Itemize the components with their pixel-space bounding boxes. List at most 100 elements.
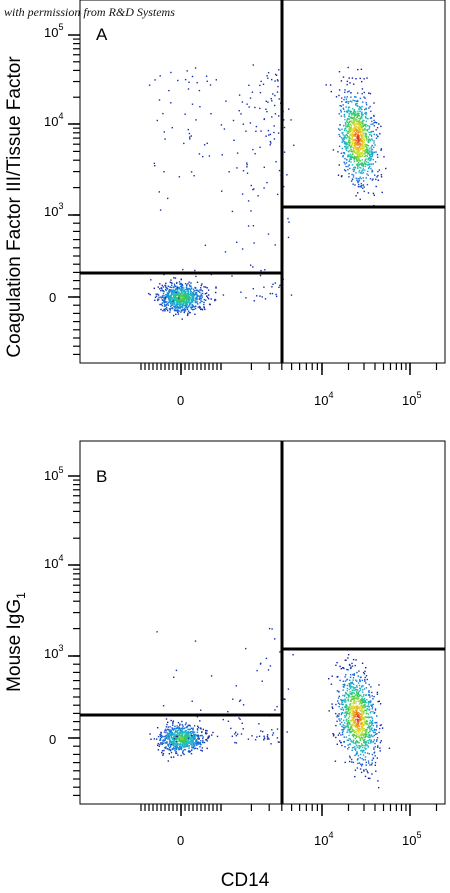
event-dot bbox=[273, 138, 276, 140]
event-dot bbox=[359, 128, 362, 131]
event-dot bbox=[164, 308, 167, 310]
event-dot bbox=[365, 764, 367, 766]
event-dot bbox=[355, 123, 358, 125]
event-dot bbox=[164, 303, 166, 306]
event-dot bbox=[187, 310, 190, 312]
event-dot bbox=[374, 742, 376, 745]
event-dot bbox=[186, 740, 188, 743]
event-dot bbox=[170, 305, 172, 308]
event-dot bbox=[353, 159, 355, 161]
event-dot bbox=[182, 733, 184, 735]
event-dot bbox=[190, 743, 192, 745]
event-dot bbox=[204, 308, 206, 311]
event-dot bbox=[348, 110, 350, 112]
event-dot bbox=[363, 150, 366, 152]
event-dot bbox=[363, 140, 365, 143]
event-dot bbox=[352, 761, 355, 764]
event-dot bbox=[370, 735, 373, 737]
event-dot bbox=[359, 679, 361, 681]
event-dot bbox=[347, 156, 349, 158]
event-dot bbox=[360, 115, 363, 117]
event-dot bbox=[351, 689, 353, 691]
event-dot bbox=[157, 743, 159, 745]
event-dot bbox=[355, 177, 357, 179]
event-dot bbox=[362, 671, 365, 674]
event-dot bbox=[193, 742, 195, 744]
event-dot bbox=[369, 92, 372, 95]
event-dot bbox=[356, 139, 358, 142]
event-dot bbox=[192, 743, 194, 746]
event-dot bbox=[184, 301, 186, 303]
event-dot bbox=[194, 300, 197, 303]
event-dot bbox=[352, 695, 355, 698]
event-dot bbox=[358, 140, 360, 142]
event-dot bbox=[358, 160, 360, 162]
event-dot bbox=[371, 169, 373, 171]
event-dot bbox=[203, 301, 205, 304]
event-dot bbox=[169, 747, 171, 749]
event-dot bbox=[196, 298, 199, 300]
event-dot bbox=[364, 162, 366, 165]
event-dot bbox=[335, 664, 337, 666]
event-dot bbox=[367, 740, 370, 742]
event-dot bbox=[359, 123, 362, 125]
event-dot bbox=[351, 144, 353, 146]
event-dot bbox=[171, 300, 173, 303]
event-dot bbox=[372, 722, 374, 724]
event-dot bbox=[346, 132, 348, 134]
event-dot bbox=[171, 732, 174, 735]
event-dot bbox=[267, 737, 269, 739]
event-dot bbox=[342, 152, 345, 154]
event-dot bbox=[354, 754, 356, 757]
event-dot bbox=[357, 150, 359, 152]
event-dot bbox=[200, 740, 202, 742]
event-dot bbox=[325, 84, 327, 86]
x-axis-title: CD14 bbox=[221, 870, 270, 891]
event-dot bbox=[367, 167, 370, 170]
event-dot bbox=[359, 121, 361, 124]
event-dot bbox=[369, 160, 371, 162]
event-dot bbox=[345, 706, 347, 708]
event-dot bbox=[353, 719, 355, 722]
event-dot bbox=[360, 130, 362, 132]
event-dot bbox=[342, 709, 344, 711]
event-dot bbox=[350, 128, 352, 131]
event-dot bbox=[228, 171, 230, 173]
event-dot bbox=[355, 692, 358, 694]
event-dot bbox=[168, 738, 171, 741]
event-dot bbox=[195, 292, 198, 294]
event-dot bbox=[369, 163, 371, 165]
event-dot bbox=[374, 121, 376, 123]
event-dot bbox=[266, 735, 269, 738]
event-dot bbox=[335, 724, 337, 727]
event-dot bbox=[371, 155, 373, 157]
event-dot bbox=[156, 738, 158, 740]
event-dot bbox=[259, 84, 261, 87]
event-dot bbox=[362, 119, 364, 121]
event-dot bbox=[363, 700, 365, 703]
event-dot bbox=[349, 137, 351, 140]
event-dot bbox=[366, 744, 368, 746]
event-dot bbox=[358, 725, 360, 728]
event-dot bbox=[185, 730, 187, 732]
event-dot bbox=[189, 742, 191, 745]
event-dot bbox=[181, 724, 183, 726]
event-dot bbox=[380, 740, 382, 742]
event-dot bbox=[185, 744, 187, 746]
event-dot bbox=[340, 668, 342, 670]
event-dot bbox=[351, 112, 353, 115]
event-dot bbox=[368, 150, 371, 153]
panel-a-ytick-label: 105 bbox=[44, 22, 63, 40]
event-dot bbox=[357, 180, 359, 182]
event-dot bbox=[352, 147, 354, 149]
event-dot bbox=[187, 745, 189, 747]
event-dot bbox=[352, 705, 354, 708]
event-dot bbox=[196, 295, 198, 298]
event-dot bbox=[363, 190, 365, 193]
event-dot bbox=[349, 128, 351, 131]
event-dot bbox=[351, 120, 353, 122]
event-dot bbox=[363, 139, 366, 142]
event-dot bbox=[370, 134, 373, 136]
event-dot bbox=[194, 744, 196, 746]
event-dot bbox=[356, 712, 358, 714]
